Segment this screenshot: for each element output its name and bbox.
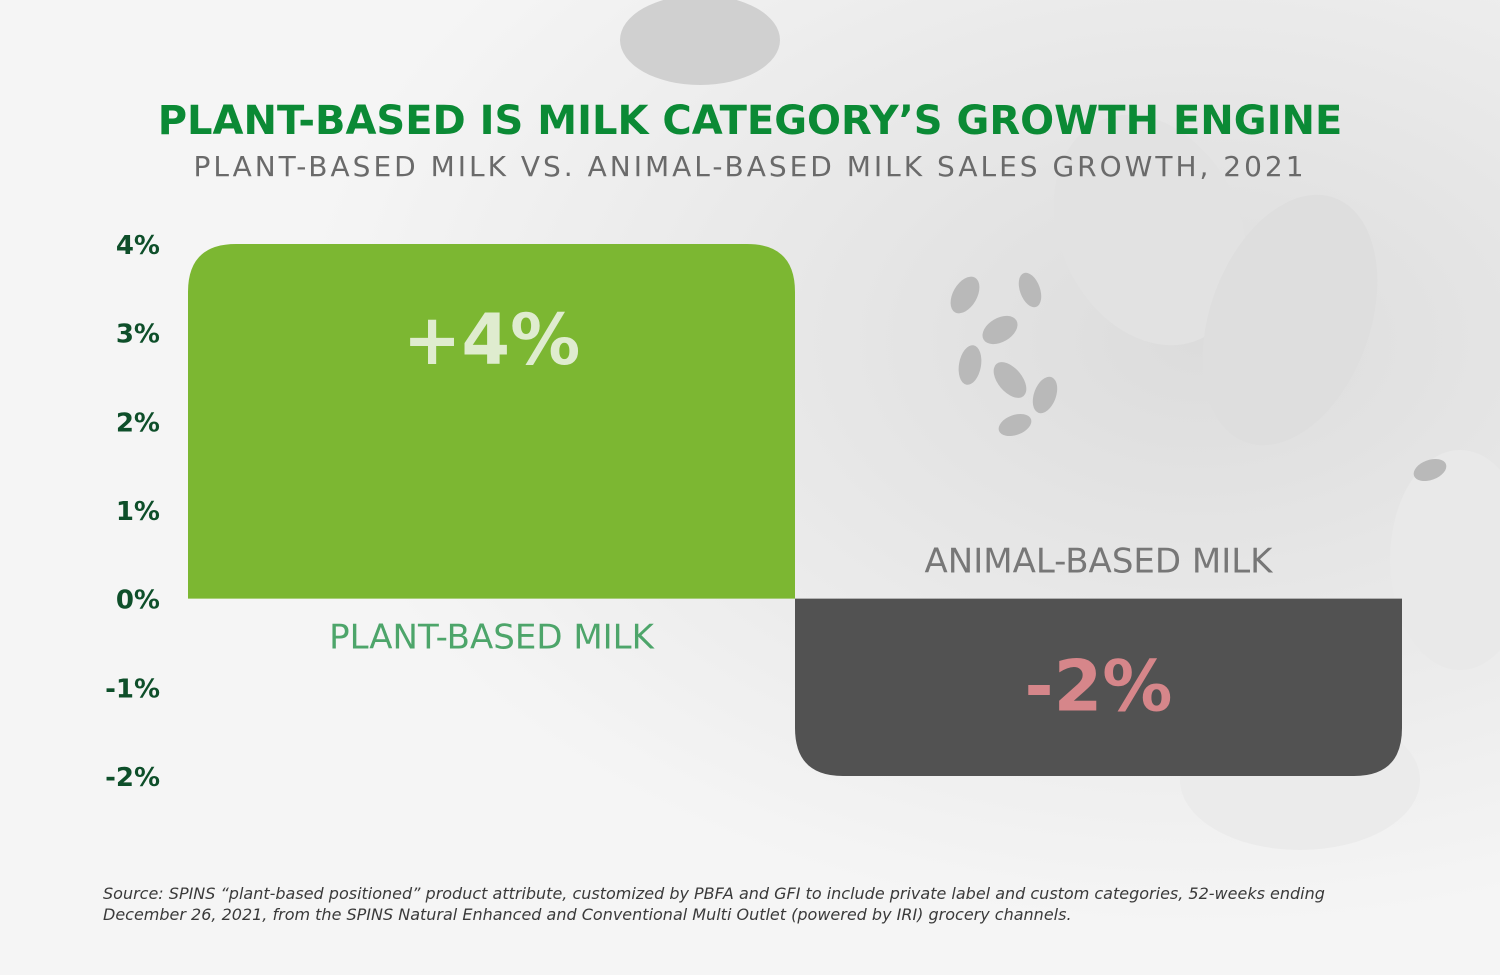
y-tick-label: 3%	[116, 320, 160, 350]
y-tick-label: -1%	[105, 674, 160, 704]
bar	[188, 244, 795, 599]
category-label: PLANT-BASED MILK	[329, 618, 656, 658]
y-tick-label: 2%	[116, 408, 160, 438]
chart-title: PLANT-BASED IS MILK CATEGORY’S GROWTH EN…	[157, 98, 1343, 144]
y-tick-label: 1%	[116, 497, 160, 527]
bar	[795, 598, 1402, 776]
y-tick-label: 4%	[116, 231, 160, 261]
data-label: -2%	[1025, 646, 1173, 728]
chart-subtitle: PLANT-BASED MILK VS. ANIMAL-BASED MILK S…	[193, 150, 1307, 183]
category-label: ANIMAL-BASED MILK	[925, 542, 1275, 582]
y-tick-label: 0%	[116, 586, 160, 616]
data-label: +4%	[403, 299, 581, 381]
source-note: Source: SPINS “plant-based positioned” p…	[103, 884, 1325, 924]
y-tick-label: -2%	[105, 763, 160, 793]
